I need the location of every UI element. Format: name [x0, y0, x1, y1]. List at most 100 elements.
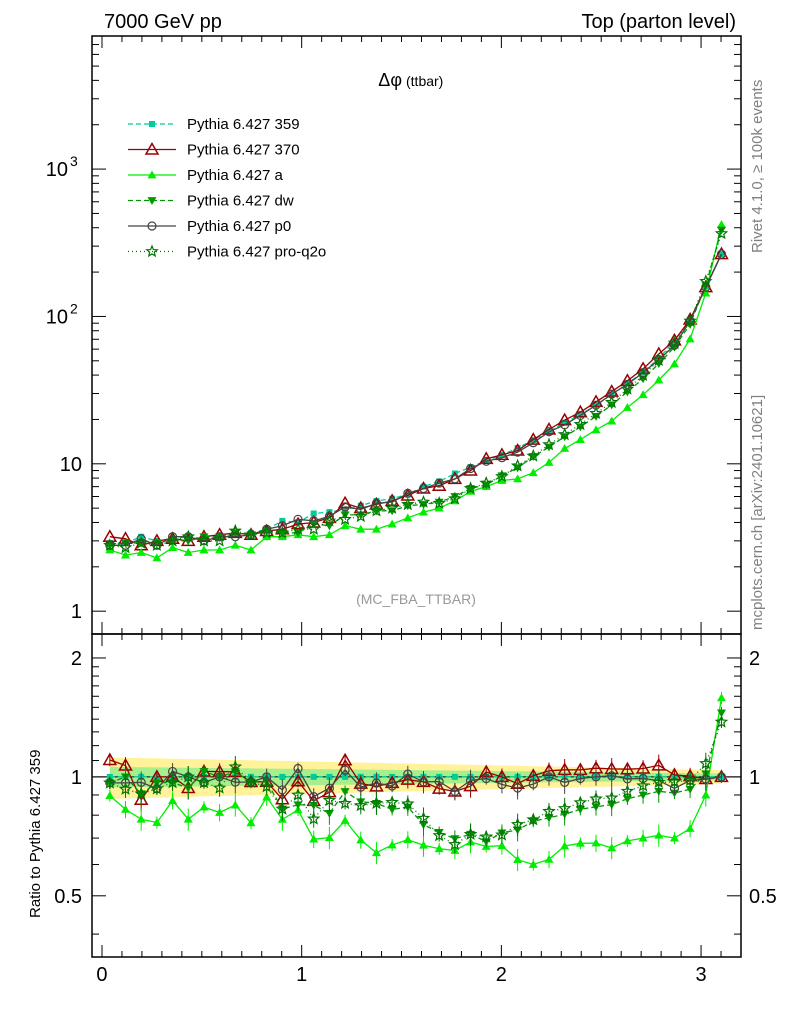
- series-3-ratio-line: [109, 712, 723, 843]
- series-4-point: [481, 456, 491, 466]
- legend-label: Pythia 6.427 p0: [187, 218, 291, 235]
- series-5-point: [322, 513, 337, 527]
- series-2-ratio-point: [434, 844, 444, 853]
- series-3-ratio: [105, 706, 726, 848]
- series-2-ratio-point: [309, 834, 319, 843]
- series-5-point: [432, 496, 446, 510]
- series-0-point: [561, 419, 568, 426]
- series-2-ratio-point: [246, 818, 256, 827]
- series-4-ratio-point: [575, 773, 585, 784]
- main-panel: [102, 220, 729, 562]
- series-4-point: [356, 504, 366, 515]
- series-5-point: [651, 353, 666, 367]
- series-2-ratio-point: [105, 791, 115, 800]
- series-2-ratio-point: [528, 860, 538, 868]
- series-4-ratio-point: [450, 786, 460, 797]
- x-tick-label: 3: [695, 964, 706, 986]
- series-4-point: [465, 463, 476, 474]
- series-5-point: [103, 538, 117, 551]
- series-5-point: [526, 448, 541, 462]
- header-observable-label: Top (parton level): [581, 11, 736, 33]
- series-2-ratio-point: [638, 833, 648, 842]
- series-5-point: [197, 533, 211, 547]
- series-2-point: [419, 507, 429, 516]
- series-4-ratio-point: [277, 785, 287, 795]
- series-5-ratio-point: [103, 775, 117, 789]
- series-2-point: [215, 545, 225, 554]
- ratio-y-tick-label: 0.5: [54, 886, 82, 908]
- series-0-line: [109, 253, 723, 544]
- series-5-main: [103, 226, 729, 554]
- series-2-ratio-point: [669, 833, 679, 842]
- series-4-ratio-point: [465, 775, 476, 786]
- series-3-ratio-point: [199, 768, 209, 776]
- series-2-point: [622, 403, 632, 411]
- series-5-point: [244, 527, 258, 541]
- series-2-ratio-point: [215, 808, 225, 816]
- ratio-y-tick-label-right: 1: [749, 767, 760, 789]
- series-5-point: [134, 535, 148, 549]
- series-2-ratio-point: [356, 835, 366, 844]
- series-4-ratio-point: [434, 776, 444, 787]
- series-0-point: [342, 506, 349, 513]
- series-2-ratio-point: [152, 817, 162, 826]
- series-2-ratio-point: [371, 848, 381, 857]
- series-5-ratio-point: [604, 790, 619, 804]
- main-y-tick-label: 1: [71, 601, 82, 623]
- series-2-ratio-point: [701, 790, 711, 799]
- series-1-ratio-point: [290, 773, 306, 787]
- series-5-point: [338, 512, 352, 526]
- series-2-point: [136, 548, 146, 556]
- series-5-point: [683, 313, 697, 327]
- series-5-point: [589, 406, 603, 420]
- series-3-ratio-point: [183, 784, 193, 793]
- series-2-ratio-point: [262, 792, 272, 801]
- ratio-y-tick-label-right: 0.5: [749, 886, 777, 908]
- legend-item: Pythia 6.427 359: [128, 116, 300, 133]
- main-y-tick-label: 10: [46, 159, 68, 181]
- series-5-ratio-point: [683, 773, 697, 787]
- series-0-point: [718, 251, 725, 258]
- series-2-point: [371, 524, 381, 533]
- series-2-point: [403, 513, 413, 522]
- series-5-point: [259, 525, 274, 539]
- series-2-point: [701, 288, 711, 297]
- series-2-point: [121, 550, 131, 559]
- series-2-point: [324, 530, 334, 539]
- series-5-ratio-point: [212, 780, 227, 794]
- series-5-ratio-point: [181, 769, 196, 783]
- series-2-point: [356, 524, 366, 533]
- series-1-point: [525, 432, 541, 445]
- series-5-ratio-point: [479, 829, 494, 843]
- series-2-ratio-point: [685, 824, 695, 832]
- series-2-ratio-point: [513, 855, 523, 864]
- series-2-point: [168, 543, 178, 551]
- series-4-ratio-point: [701, 774, 711, 784]
- legend-label: Pythia 6.427 370: [187, 142, 300, 159]
- series-4-ratio-point: [418, 777, 429, 787]
- series-1-point: [494, 447, 510, 461]
- series-2-point: [183, 548, 193, 556]
- series-0-main: [106, 251, 725, 547]
- series-4-point: [669, 340, 680, 351]
- series-1-ratio-point: [400, 772, 416, 785]
- series-0-ratio-point: [451, 773, 458, 780]
- series-5-point: [463, 481, 478, 495]
- series-2-point: [654, 375, 664, 384]
- series-4-ratio-point: [528, 779, 538, 789]
- series-5-point: [448, 491, 462, 505]
- series-5-point: [416, 494, 431, 508]
- series-3-ratio-point: [638, 791, 648, 800]
- series-5-ratio-point: [353, 798, 368, 812]
- series-4-point: [513, 447, 523, 457]
- header-energy-label: 7000 GeV pp: [104, 11, 222, 33]
- series-0-ratio-point: [342, 773, 349, 780]
- series-1-line: [109, 253, 723, 546]
- series-2-point: [528, 468, 538, 477]
- series-2-ratio-point: [622, 836, 632, 845]
- series-3-ratio-point: [622, 795, 632, 804]
- series-2-point: [262, 532, 272, 541]
- series-2-ratio-point: [387, 840, 397, 849]
- series-4-ratio-point: [403, 769, 413, 779]
- legend-label: Pythia 6.427 pro-q2o: [187, 244, 326, 261]
